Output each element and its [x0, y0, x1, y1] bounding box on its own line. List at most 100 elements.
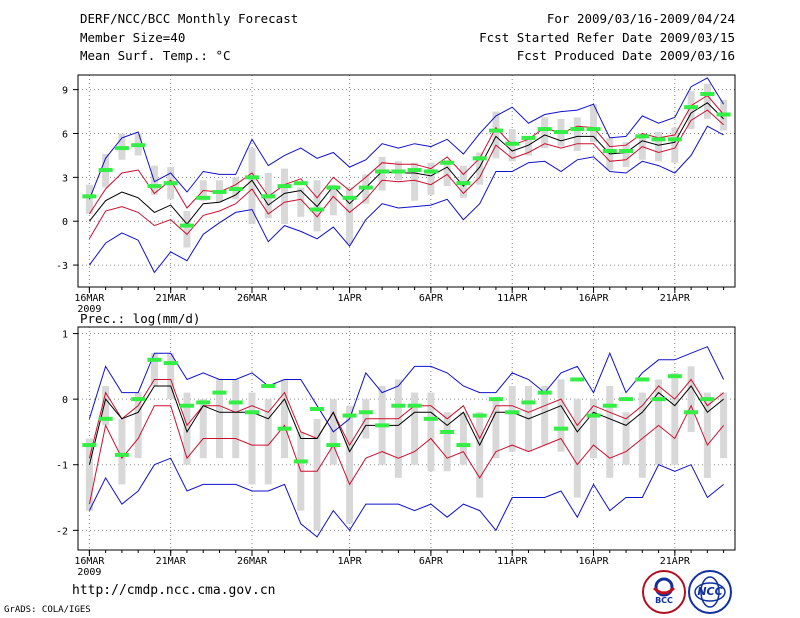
observed-marker — [570, 377, 585, 382]
range-bar — [346, 187, 354, 244]
observed-marker — [553, 130, 568, 135]
range-bar — [183, 392, 191, 465]
range-bar — [590, 399, 598, 459]
plot-frame — [77, 74, 736, 288]
observed-marker — [131, 143, 146, 148]
x-year-label: 2009 — [77, 304, 101, 315]
range-bar — [248, 392, 256, 485]
observed-marker — [505, 410, 520, 415]
x-tick-label: 21MAR — [156, 556, 187, 567]
series-ensemble-mean — [88, 385, 724, 465]
bcc-logo-text: BCC — [655, 596, 673, 605]
observed-marker — [196, 195, 211, 200]
x-tick-label: 1APR — [338, 293, 363, 304]
range-bar — [590, 104, 598, 143]
range-bar — [313, 418, 321, 531]
observed-marker — [358, 410, 373, 415]
observed-marker — [700, 92, 715, 97]
prec-title: Prec.: log(mm/d) — [80, 311, 201, 326]
range-bar — [411, 162, 419, 201]
observed-marker — [114, 452, 129, 457]
series-ensemble-max — [88, 77, 725, 200]
bcc-logo: BCC — [642, 570, 686, 614]
range-bar — [215, 379, 223, 459]
observed-marker — [277, 426, 292, 431]
observed-marker — [635, 134, 650, 139]
observed-marker — [147, 357, 162, 362]
range-bar — [655, 379, 663, 465]
range-bar — [476, 412, 484, 498]
range-bar — [199, 399, 207, 459]
title-left-2: Member Size=40 — [80, 30, 186, 45]
range-bar — [622, 142, 630, 168]
x-tick-label: 21APR — [660, 556, 691, 567]
range-bar — [638, 392, 646, 478]
range-bar — [150, 353, 158, 387]
x-year-label: 2009 — [77, 567, 101, 578]
range-bar — [492, 111, 500, 159]
observed-marker — [147, 184, 162, 189]
x-tick-label: 26MAR — [237, 293, 268, 304]
observed-marker — [423, 169, 438, 174]
observed-marker — [228, 187, 243, 192]
observed-marker — [293, 459, 308, 464]
observed-marker — [179, 223, 194, 228]
title-right-2: Fcst Started Refer Date 2009/03/15 — [479, 30, 735, 45]
observed-marker — [423, 416, 438, 421]
observed-marker — [537, 127, 552, 132]
observed-marker — [570, 127, 585, 132]
series-upper-quantile — [88, 94, 724, 215]
range-bar — [297, 187, 305, 217]
observed-marker — [98, 168, 113, 173]
x-tick-label: 11APR — [497, 556, 528, 567]
observed-marker — [488, 128, 503, 133]
range-bar — [248, 148, 256, 225]
x-tick-label: 1APR — [338, 556, 363, 567]
observed-marker — [521, 400, 536, 405]
range-bar — [541, 117, 549, 149]
observed-marker — [342, 413, 357, 418]
x-tick-label: 16APR — [578, 556, 609, 567]
range-bar — [118, 418, 126, 485]
observed-marker — [488, 397, 503, 402]
observed-marker — [179, 403, 194, 408]
series-ensemble-min — [88, 125, 724, 274]
observed-marker — [82, 194, 97, 199]
range-bar — [102, 386, 110, 426]
x-tick-label: 6APR — [419, 556, 444, 567]
chart-precipitation: 1 0 -1 -2 16MAR 21MAR 26MAR 1APR 6APR 11APR 16APR 2… — [56, 326, 736, 578]
footer-url[interactable]: http://cmdp.ncc.cma.gov.cn — [72, 583, 276, 598]
range-bar — [411, 392, 419, 465]
observed-marker — [326, 443, 341, 448]
observed-marker — [440, 160, 455, 165]
observed-marker — [391, 169, 406, 174]
observed-marker — [131, 397, 146, 402]
observed-marker — [407, 403, 422, 408]
x-tick-label: 16APR — [578, 293, 609, 304]
observed-marker — [196, 400, 211, 405]
series-ensemble-min — [88, 457, 724, 538]
observed-marker — [505, 141, 520, 146]
x-tick-label: 21MAR — [156, 293, 187, 304]
range-bar — [264, 399, 272, 485]
observed-marker — [472, 156, 487, 161]
observed-marker — [375, 169, 390, 174]
observed-marker — [586, 413, 601, 418]
observed-marker — [261, 384, 276, 389]
observed-marker — [212, 390, 227, 395]
observed-marker — [440, 429, 455, 434]
range-bar — [573, 399, 581, 498]
observed-marker — [700, 397, 715, 402]
range-bar — [427, 392, 435, 472]
observed-marker — [521, 135, 536, 140]
range-bar — [622, 412, 630, 465]
range-bar — [703, 392, 711, 478]
observed-marker — [326, 185, 341, 190]
range-bar — [378, 156, 386, 191]
observed-marker — [261, 194, 276, 199]
range-bar — [524, 136, 532, 156]
observed-marker — [667, 374, 682, 379]
range-bar — [459, 412, 467, 465]
range-bar — [281, 379, 289, 459]
observed-marker — [619, 149, 634, 154]
